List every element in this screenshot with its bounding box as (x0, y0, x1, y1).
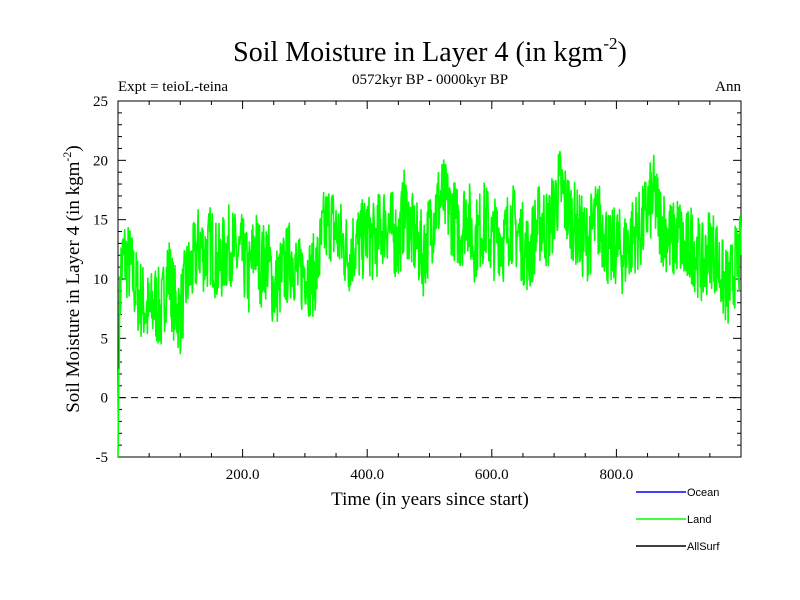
x-tick-label: 600.0 (475, 467, 509, 483)
y-axis-label-sup: -2 (60, 152, 74, 162)
chart-title: Soil Moisture in Layer 4 (in kgm-2) (233, 34, 627, 68)
chart-subtitle: 0572kyr BP - 0000kyr BP (352, 72, 508, 88)
legend: Ocean Land AllSurf (636, 487, 720, 553)
x-tick-label: 800.0 (600, 467, 634, 483)
y-tick-label: 15 (93, 213, 108, 229)
x-tick-label: 200.0 (226, 467, 260, 483)
y-axis-label: Soil Moisture in Layer 4 (in kgm-2) (60, 145, 84, 413)
season-label: Ann (715, 79, 741, 95)
experiment-label: Expt = teioL-teina (118, 79, 228, 95)
plot-frame (117, 100, 742, 458)
x-axis-ticks: 200.0 400.0 600.0 800.0 (148, 101, 711, 483)
chart-title-main: Soil Moisture in Layer 4 (in kgm (233, 37, 603, 68)
x-axis-label: Time (in years since start) (331, 489, 529, 510)
y-tick-label: 25 (93, 94, 108, 110)
legend-label-land: Land (687, 514, 711, 526)
x-tick-label: 400.0 (350, 467, 384, 483)
y-tick-label: 5 (101, 331, 109, 347)
y-axis-label-main: Soil Moisture in Layer 4 (in kgm (63, 161, 84, 412)
y-axis-ticks: -5 0 5 10 15 20 25 (93, 94, 741, 466)
legend-label-allsurf: AllSurf (687, 541, 720, 553)
series-group (117, 150, 742, 458)
y-tick-label: 20 (93, 153, 108, 169)
y-tick-label: 10 (93, 272, 108, 288)
y-axis-label-close: ) (63, 145, 84, 151)
y-tick-label: 0 (101, 391, 109, 407)
chart-title-sup: -2 (603, 34, 617, 53)
legend-label-ocean: Ocean (687, 487, 719, 499)
chart-title-close: ) (618, 37, 627, 68)
y-tick-label: -5 (96, 450, 109, 466)
series-line-land (117, 150, 742, 458)
